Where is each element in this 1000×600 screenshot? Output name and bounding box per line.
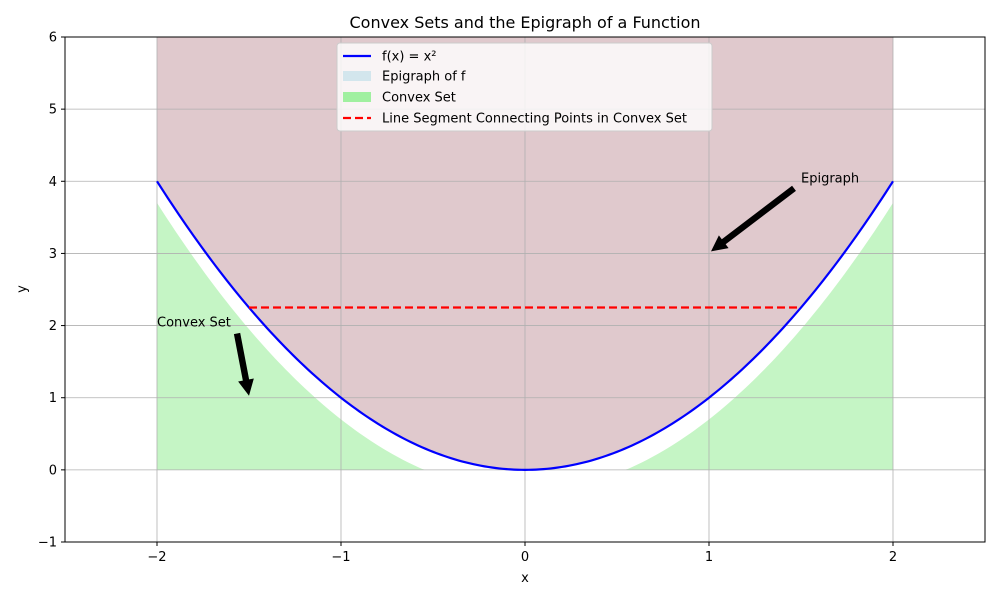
convex-set-arrow [233,332,254,396]
convex-set-area [157,202,893,470]
lines-layer [156,180,894,471]
x-tick-label: 2 [889,550,897,565]
y-tick-label: −1 [38,536,57,551]
epigraph-annotation: Epigraph [801,171,859,186]
x-tick-label: 0 [521,550,529,565]
x-tick-label: −2 [147,550,166,565]
convex-set-annotation: Convex Set [157,316,231,331]
y-tick-label: 0 [49,463,57,478]
parabola-line [156,180,894,471]
y-tick-label: 4 [49,175,57,190]
chart-title: Convex Sets and the Epigraph of a Functi… [350,13,701,32]
y-tick-label: 1 [49,391,57,406]
y-tick-label: 6 [49,31,57,46]
x-tick-label: −1 [331,550,350,565]
legend-label: Convex Set [382,91,456,106]
y-tick-label: 3 [49,247,57,262]
ticks-layer: −2 −1 0 1 2 −1 0 1 2 3 4 5 6 [38,31,897,566]
y-tick-label: 2 [49,319,57,334]
annotations-layer: Epigraph Convex Set [157,171,859,396]
y-tick-label: 5 [49,103,57,118]
x-axis-label: x [521,571,529,586]
legend-swatch-convex [343,92,371,102]
legend-label: Line Segment Connecting Points in Convex… [382,112,687,127]
y-axis-label: y [15,285,30,293]
legend-swatch-epigraph [343,71,371,81]
x-tick-label: 1 [705,550,713,565]
legend-label: f(x) = x² [382,50,436,65]
epigraph-arrow [711,185,796,252]
legend-box [336,42,713,132]
legend: f(x) = x² Epigraph of f Convex Set Line Seg… [336,42,713,132]
legend-label: Epigraph of f [382,70,466,85]
